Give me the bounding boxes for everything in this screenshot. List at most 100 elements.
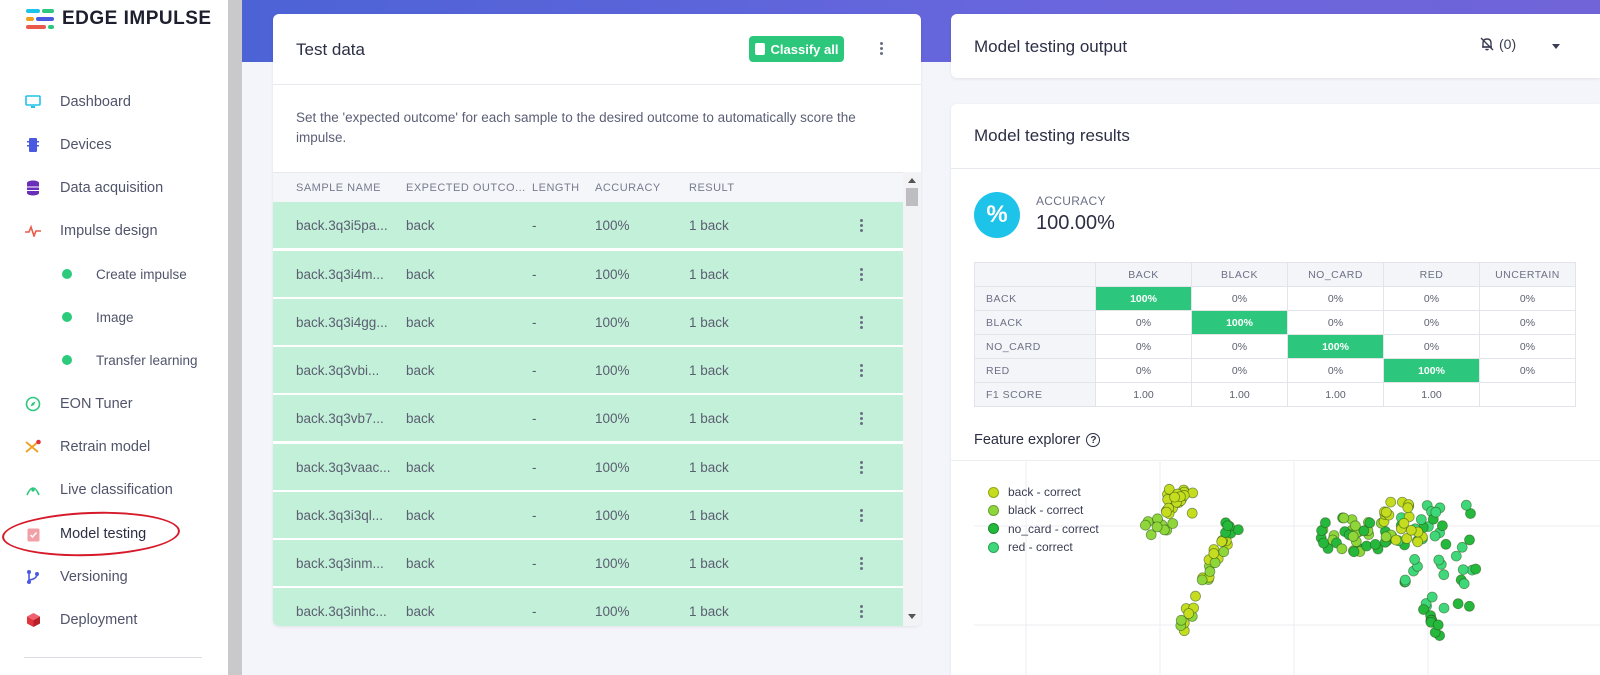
cell-expected-outcome: back: [406, 315, 435, 330]
table-row[interactable]: back.3q3i4m... back - 100% 1 back: [273, 251, 903, 298]
row-menu-icon[interactable]: [860, 268, 863, 281]
sidebar-subitem-create-impulse[interactable]: Create impulse: [62, 264, 187, 284]
column-header-accuracy[interactable]: ACCURACY: [595, 182, 661, 194]
legend-label: red - correct: [1008, 540, 1073, 555]
legend-item[interactable]: back - correct: [988, 483, 1099, 501]
table-scrollbar[interactable]: [903, 172, 921, 626]
chevron-down-icon[interactable]: [1552, 44, 1560, 49]
matrix-cell: 100%: [1287, 334, 1384, 359]
scatter-point: [1186, 507, 1198, 519]
compass-icon: [24, 395, 42, 413]
test-data-description: Set the 'expected outcome' for each samp…: [296, 110, 856, 145]
bell-off-icon: [1479, 36, 1495, 52]
sidebar-item-deployment[interactable]: Deployment: [24, 609, 137, 631]
table-row[interactable]: back.3q3inhc... back - 100% 1 back: [273, 588, 903, 626]
scatter-point: [1436, 520, 1448, 532]
table-row[interactable]: back.3q3i4gg... back - 100% 1 back: [273, 299, 903, 346]
sidebar: EDGE IMPULSE Dashboard Devices Data acqu…: [0, 0, 228, 675]
column-header-result[interactable]: RESULT: [689, 182, 735, 194]
sidebar-item-label: Versioning: [60, 569, 128, 585]
matrix-cell: 100%: [1191, 310, 1288, 335]
column-header-expected-outcome[interactable]: EXPECTED OUTCO...: [406, 182, 526, 194]
sidebar-subitem-transfer-learning[interactable]: Transfer learning: [62, 350, 198, 370]
row-menu-icon[interactable]: [860, 316, 863, 329]
scatter-point: [1204, 566, 1216, 577]
scatter-point: [1319, 517, 1331, 529]
scatter-point: [1380, 506, 1392, 518]
cell-result: 1 back: [689, 508, 729, 523]
scatter-point: [1390, 534, 1402, 546]
row-menu-icon[interactable]: [860, 605, 863, 618]
column-header-sample-name[interactable]: SAMPLE NAME: [296, 182, 381, 194]
sidebar-item-label: Devices: [60, 137, 112, 153]
scatter-point: [1348, 546, 1360, 558]
row-menu-icon[interactable]: [860, 509, 863, 522]
sidebar-item-model-testing[interactable]: Model testing: [24, 523, 146, 545]
sidebar-item-data-acquisition[interactable]: Data acquisition: [24, 177, 163, 199]
cell-sample-name: back.3q3i5pa...: [296, 218, 388, 233]
sidebar-item-devices[interactable]: Devices: [24, 134, 112, 156]
table-row[interactable]: back.3q3vb7... back - 100% 1 back: [273, 395, 903, 442]
sidebar-item-live-classification[interactable]: Live classification: [24, 479, 173, 501]
scatter-point: [1464, 534, 1475, 546]
sidebar-subitem-image[interactable]: Image: [62, 307, 134, 327]
help-icon[interactable]: ?: [1086, 433, 1101, 447]
sidebar-item-eon-tuner[interactable]: EON Tuner: [24, 393, 133, 415]
scatter-point: [1167, 518, 1179, 529]
scatter-point: [1433, 554, 1445, 566]
table-row[interactable]: back.3q3vaac... back - 100% 1 back: [273, 444, 903, 491]
sidebar-item-label: Deployment: [60, 612, 138, 628]
sidebar-item-label: Model testing: [60, 526, 147, 542]
scroll-thumb[interactable]: [906, 188, 918, 206]
test-data-menu-icon[interactable]: [880, 42, 883, 55]
scatter-point: [1432, 619, 1444, 631]
confusion-matrix: BACK BLACK NO_CARD RED UNCERTAIN BACK 100% 0% 0%…: [974, 262, 1576, 407]
sidebar-item-dashboard[interactable]: Dashboard: [24, 91, 131, 113]
cell-sample-name: back.3q3vaac...: [296, 460, 391, 475]
table-row[interactable]: back.3q3vbi... back - 100% 1 back: [273, 347, 903, 394]
row-menu-icon[interactable]: [860, 461, 863, 474]
sidebar-item-label: EON Tuner: [60, 396, 133, 412]
scroll-down-icon[interactable]: [908, 614, 916, 619]
notifications-toggle[interactable]: (0): [1479, 36, 1516, 52]
matrix-cell: 100%: [1095, 286, 1192, 311]
feature-explorer-title: Feature explorer ?: [974, 432, 1101, 448]
notifications-count: (0): [1499, 36, 1517, 52]
sidebar-item-retrain-model[interactable]: Retrain model: [24, 436, 150, 458]
classify-all-button[interactable]: Classify all: [749, 36, 844, 62]
scatter-point: [1139, 519, 1151, 531]
panel-divider: [273, 84, 921, 85]
cell-length: -: [532, 363, 537, 378]
legend-item[interactable]: red - correct: [988, 538, 1099, 556]
row-menu-icon[interactable]: [860, 412, 863, 425]
feature-explorer-scatter[interactable]: [974, 462, 1600, 675]
scatter-point: [1440, 538, 1452, 550]
edge-impulse-logo[interactable]: EDGE IMPULSE: [26, 8, 212, 30]
scatter-point: [1216, 536, 1228, 547]
scatter-point: [1169, 491, 1181, 503]
sidebar-item-versioning[interactable]: Versioning: [24, 566, 128, 588]
sidebar-item-impulse-design[interactable]: Impulse design: [24, 220, 158, 242]
cell-length: -: [532, 556, 537, 571]
feature-explorer-divider: [951, 460, 1600, 461]
table-row[interactable]: back.3q3inm... back - 100% 1 back: [273, 540, 903, 587]
status-dot-icon: [62, 312, 72, 322]
table-row[interactable]: back.3q3i3ql... back - 100% 1 back: [273, 492, 903, 539]
scroll-up-icon[interactable]: [908, 178, 916, 183]
column-header-length[interactable]: LENGTH: [532, 182, 580, 194]
sidebar-scrollbar[interactable]: [228, 0, 242, 675]
sidebar-subitem-label: Transfer learning: [96, 352, 198, 368]
chip-icon: [24, 136, 42, 154]
row-menu-icon[interactable]: [860, 219, 863, 232]
cell-sample-name: back.3q3inm...: [296, 556, 384, 571]
row-menu-icon[interactable]: [860, 364, 863, 377]
cell-accuracy: 100%: [595, 460, 630, 475]
matrix-cell: 1.00: [1095, 382, 1192, 407]
row-menu-icon[interactable]: [860, 557, 863, 570]
scatter-point: [1218, 546, 1230, 558]
table-row[interactable]: back.3q3i5pa... back - 100% 1 back: [273, 202, 903, 249]
accuracy-value: 100.00%: [1036, 212, 1115, 234]
legend-item[interactable]: black - correct: [988, 501, 1099, 519]
cell-length: -: [532, 508, 537, 523]
legend-item[interactable]: no_card - correct: [988, 520, 1099, 538]
